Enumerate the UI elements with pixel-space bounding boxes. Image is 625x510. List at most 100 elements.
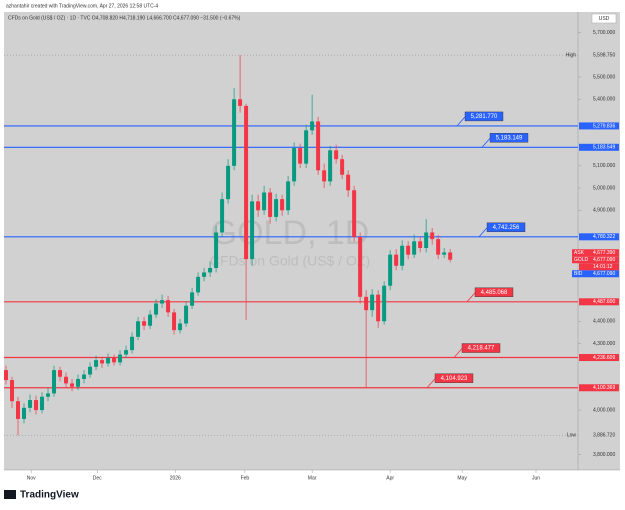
logo-icon xyxy=(4,490,16,499)
level-axis-label: 5,183.549 xyxy=(593,145,615,151)
level-axis-box xyxy=(579,143,619,151)
candle-body xyxy=(400,245,405,266)
y-tick-label: 4,300.000 xyxy=(593,341,615,347)
candle-body xyxy=(46,393,51,397)
candle-body xyxy=(76,378,81,387)
level-tag: 4,485.068 xyxy=(481,290,508,296)
currency[interactable]: USD xyxy=(599,16,610,22)
candle-body xyxy=(4,370,9,381)
candle-body xyxy=(112,357,117,363)
candle-body xyxy=(130,336,135,351)
candle-body xyxy=(304,130,309,164)
y-tick-label: 5,100.000 xyxy=(593,163,615,169)
candle-body xyxy=(406,245,411,255)
candle-body xyxy=(442,252,447,255)
tag-connector xyxy=(456,116,466,127)
level-tag-box xyxy=(461,343,501,353)
candle-body xyxy=(124,350,129,355)
x-tick-label: Mar xyxy=(308,475,317,481)
x-tick-label: Apr xyxy=(386,475,394,481)
y-tick-label: 3,800.000 xyxy=(593,452,615,458)
countdown-box xyxy=(579,263,619,271)
candle-body xyxy=(238,99,243,106)
extreme-label: 3,886.720 xyxy=(593,433,615,439)
candle-body xyxy=(22,407,27,419)
price-tag-name: BID xyxy=(574,271,583,277)
level-axis-label: 5,279.836 xyxy=(593,123,615,129)
candle-body xyxy=(52,370,57,394)
candle-body xyxy=(256,201,261,211)
y-tick-label: 4,000.000 xyxy=(593,407,615,413)
price-tag-name: ASK xyxy=(574,250,585,256)
candle-body xyxy=(220,199,225,233)
candle-body xyxy=(202,272,207,277)
y-tick-label: 4,400.000 xyxy=(593,319,615,325)
candle-body xyxy=(370,294,375,311)
candle-body xyxy=(196,276,201,293)
candle-body xyxy=(160,300,165,304)
tag-connector xyxy=(453,348,463,358)
candle-body xyxy=(154,303,159,315)
candle-body xyxy=(418,241,423,248)
candle-body xyxy=(28,400,33,408)
candle-body xyxy=(58,370,63,377)
level-tag: 4,742.256 xyxy=(493,225,520,231)
tag-connector xyxy=(478,227,488,238)
candle-body xyxy=(70,383,75,387)
x-tick-label: May xyxy=(457,475,467,481)
candle-body xyxy=(34,400,39,411)
level-tag-box xyxy=(489,133,529,143)
candle-body xyxy=(184,305,189,324)
level-axis-label: 4,100.369 xyxy=(593,385,615,391)
x-tick-label: Feb xyxy=(241,475,250,481)
candle-body xyxy=(118,354,123,363)
candle-body xyxy=(334,150,339,160)
candle-body xyxy=(412,241,417,255)
level-tag-box xyxy=(486,222,526,233)
candle-body xyxy=(190,292,195,306)
y-tick-label: 5,000.000 xyxy=(593,185,615,191)
price-tag-label: 4,677.390 xyxy=(593,250,615,256)
price-axis-bg xyxy=(578,12,620,470)
level-tag: 5,183.149 xyxy=(496,135,523,141)
price-tag-label: 4,677.090 xyxy=(593,271,615,277)
extreme-name: Low xyxy=(567,433,577,439)
level-tag: 4,104.923 xyxy=(441,376,468,382)
symbol-line: CFDs on Gold (US$ / OZ) · 1D · TVC O4,70… xyxy=(8,15,241,21)
candle-body xyxy=(274,199,279,217)
y-tick-label: 5,400.000 xyxy=(593,97,615,103)
candle-body xyxy=(250,201,255,260)
candle-body xyxy=(16,401,21,419)
level-axis-label: 4,236.609 xyxy=(593,355,615,361)
candle-body xyxy=(106,357,111,364)
candle-body xyxy=(382,285,387,322)
candle-body xyxy=(310,121,315,131)
candle-body xyxy=(94,360,99,367)
tag-connector xyxy=(426,378,436,389)
plot-bg xyxy=(4,12,578,470)
candle-body xyxy=(394,254,399,266)
candle-body xyxy=(148,314,153,326)
candle-body xyxy=(88,366,93,375)
candle-body xyxy=(364,296,369,311)
currency-box[interactable] xyxy=(591,13,617,24)
candle-body xyxy=(208,267,213,273)
candle-body xyxy=(214,232,219,268)
candle-body xyxy=(40,396,45,411)
level-axis-box xyxy=(579,122,619,130)
candle-body xyxy=(142,321,147,326)
candle-body xyxy=(136,321,141,337)
price-tag-name: GOLD xyxy=(574,257,589,263)
candle-body xyxy=(376,294,381,322)
candle-body xyxy=(388,254,393,286)
x-tick-label: Nov xyxy=(27,475,36,481)
candle-body xyxy=(226,165,231,200)
tag-connector xyxy=(466,292,476,303)
candle-body xyxy=(322,170,327,182)
brand: TradingView xyxy=(20,490,79,501)
candle-body xyxy=(178,323,183,331)
level-axis-box xyxy=(579,354,619,362)
tag-connector xyxy=(481,138,491,148)
watermark-name: CFDs on Gold (US$ / OZ) xyxy=(210,253,370,269)
level-tag: 4,218.477 xyxy=(468,346,495,352)
